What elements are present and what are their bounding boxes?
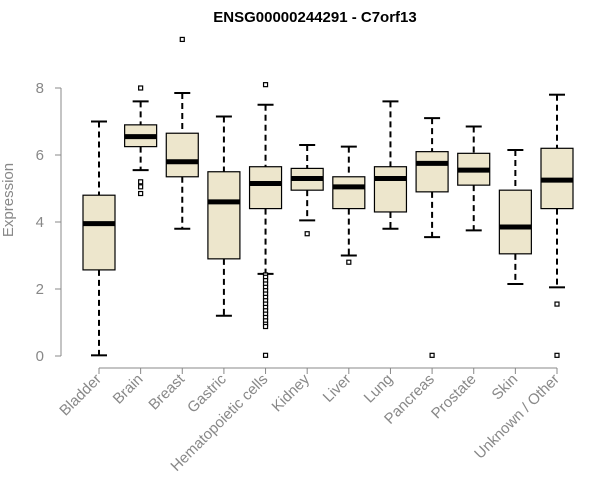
box-group (248, 82, 283, 358)
box-group (207, 115, 241, 317)
box (248, 166, 283, 210)
outlier-point (138, 179, 144, 185)
box-group (415, 117, 449, 358)
box (82, 194, 116, 271)
outlier-point (554, 352, 560, 358)
x-tick-label: Skin (489, 371, 522, 404)
box-group (457, 125, 491, 232)
box (207, 171, 241, 260)
outlier-point (262, 82, 269, 88)
y-tick-label: 8 (36, 80, 44, 97)
box (373, 166, 408, 213)
box (165, 132, 199, 178)
box (332, 176, 366, 210)
x-tick-label: Bladder (56, 371, 105, 420)
x-tick-label: Brain (110, 371, 147, 408)
box-group (498, 148, 532, 285)
y-tick-label: 6 (36, 147, 44, 164)
box (415, 151, 449, 193)
box-group (332, 145, 366, 265)
y-tick-label: 2 (36, 281, 44, 298)
outlier-point (554, 301, 560, 307)
outlier-point (304, 231, 310, 237)
box (498, 189, 532, 255)
outlier-point (262, 323, 269, 330)
outlier-point (138, 190, 144, 197)
outlier-point (179, 36, 185, 43)
outlier-point (138, 184, 144, 190)
box-group (124, 85, 158, 197)
x-tick-label: Kidney (269, 370, 314, 415)
y-tick-label: 4 (36, 214, 44, 231)
y-tick-label: 0 (36, 348, 44, 365)
box-group (540, 93, 574, 358)
outlier-point (262, 352, 269, 358)
box-group (373, 100, 408, 230)
x-tick-label: Prostate (428, 371, 480, 423)
outlier-point (346, 259, 352, 265)
x-tick-label: Lung (361, 371, 397, 407)
box-group (165, 36, 199, 230)
x-tick-label: Breast (145, 370, 188, 413)
x-tick-label: Liver (320, 371, 355, 406)
box-group (290, 143, 324, 237)
outlier-point (138, 85, 144, 91)
chart-title: ENSG00000244291 - C7orf13 (213, 9, 416, 26)
outlier-point (429, 352, 435, 358)
box-group (82, 120, 116, 357)
y-axis-label: Expression (0, 163, 17, 237)
